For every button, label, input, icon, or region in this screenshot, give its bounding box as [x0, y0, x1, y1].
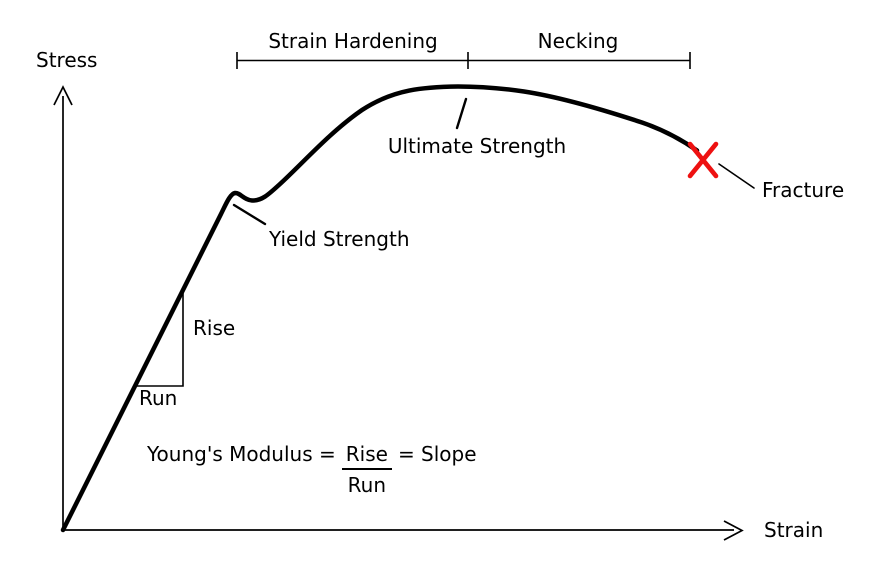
- strain-hardening-region-label: Strain Hardening: [268, 29, 438, 53]
- fracture-x-icon: [687, 141, 719, 179]
- yield-pointer-line: [232, 203, 267, 226]
- x-axis-label: Strain: [764, 518, 824, 542]
- run-label: Run: [139, 386, 178, 410]
- region-bracket: [236, 52, 691, 69]
- formula-rhs: = Slope: [397, 442, 477, 466]
- arrow-up-icon: [53, 85, 73, 106]
- y-axis-label: Stress: [36, 48, 98, 72]
- rise-label: Rise: [193, 316, 236, 340]
- fracture-pointer-line: [718, 163, 755, 189]
- fracture-label: Fracture: [762, 178, 845, 202]
- yield-strength-label: Yield Strength: [269, 227, 410, 251]
- necking-region-label: Necking: [537, 29, 619, 53]
- stress-strain-curve-line: [60, 84, 700, 533]
- arrow-right-icon: [723, 520, 744, 541]
- x-axis: [63, 520, 744, 541]
- formula-denominator: Run: [347, 472, 387, 497]
- ultimate-strength-label: Ultimate Strength: [387, 134, 567, 158]
- ultimate-pointer-line: [455, 97, 468, 130]
- rise-run-triangle: [136, 290, 184, 387]
- formula-numerator: Rise: [341, 442, 392, 470]
- formula-fraction: Rise Run: [341, 442, 392, 497]
- y-axis: [53, 85, 73, 530]
- formula-lhs: Young's Modulus =: [147, 442, 336, 466]
- youngs-modulus-formula: Young's Modulus = Rise Run = Slope: [147, 442, 477, 497]
- fracture-x-stroke-2: [687, 141, 719, 179]
